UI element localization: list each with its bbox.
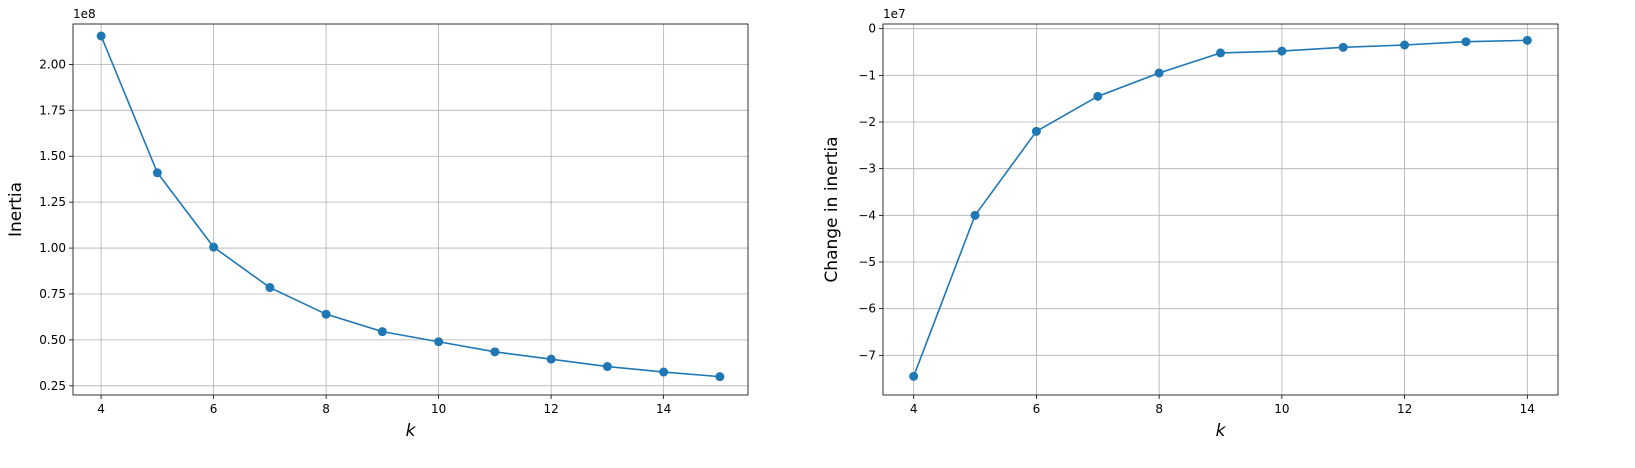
- y-tick-label: −4: [858, 208, 876, 222]
- inertia-chart: 4 6 8 10 12 14 0.25 0.50 0.75 1.00 1.25 1.50 1.75 2.0…: [6, 7, 749, 441]
- y-tick-label: 0.50: [39, 333, 66, 347]
- y-tick-label: 0.75: [39, 287, 66, 301]
- x-tick-label: 14: [1520, 402, 1535, 416]
- data-point: [209, 242, 219, 252]
- data-point: [490, 347, 500, 357]
- x-tick-label: 6: [210, 402, 218, 416]
- x-axis-label: k: [1216, 421, 1227, 441]
- x-tick-label: 4: [910, 402, 918, 416]
- data-point: [970, 210, 980, 220]
- x-tick-label: 12: [1397, 402, 1412, 416]
- data-point: [1277, 46, 1287, 56]
- data-point: [715, 372, 725, 382]
- change-in-inertia-chart: 4 6 8 10 12 14 −7 −6 −5 −4 −3 −2 −1 0 1e7 k Change in in…: [822, 7, 1559, 441]
- series-line: [912, 39, 1528, 377]
- data-point: [321, 309, 331, 319]
- data-point: [152, 168, 162, 178]
- series-line: [100, 35, 720, 378]
- x-axis-label: k: [406, 421, 417, 441]
- y-axis-label: Change in inertia: [822, 136, 842, 282]
- y-tick-label: 2.00: [39, 57, 66, 71]
- x-tick-label: 8: [1155, 402, 1163, 416]
- y-offset-label: 1e8: [73, 7, 96, 21]
- x-tick-label: 12: [543, 402, 558, 416]
- data-point: [602, 362, 612, 372]
- data-point: [546, 354, 556, 364]
- data-point: [1093, 91, 1103, 101]
- data-point: [1154, 68, 1164, 78]
- data-point: [1216, 48, 1225, 58]
- y-tick-label: −7: [858, 348, 876, 362]
- y-tick-label: −6: [858, 302, 876, 316]
- x-tick-label: 10: [431, 402, 446, 416]
- x-tick-label: 6: [1033, 402, 1041, 416]
- data-point: [265, 283, 275, 293]
- data-point: [434, 337, 444, 347]
- data-point: [659, 367, 669, 377]
- y-tick-label: −2: [858, 115, 876, 129]
- plot-frame: [882, 23, 1559, 396]
- y-axis-label: Inertia: [6, 182, 26, 237]
- data-point: [1031, 126, 1041, 136]
- x-tick-label: 8: [322, 402, 330, 416]
- data-point: [1461, 37, 1471, 47]
- x-tick-label: 14: [656, 402, 671, 416]
- data-point: [1338, 42, 1348, 52]
- plot-frame: [72, 23, 749, 396]
- y-tick-label: 1.50: [39, 149, 66, 163]
- y-tick-label: 0: [868, 22, 876, 36]
- data-point: [377, 327, 387, 337]
- y-tick-label: −5: [858, 255, 876, 269]
- data-point: [96, 31, 106, 41]
- y-tick-label: 1.25: [39, 195, 66, 209]
- y-tick-label: −1: [858, 68, 876, 82]
- x-tick-label: 4: [97, 402, 105, 416]
- data-point: [1522, 35, 1532, 45]
- y-tick-label: −3: [858, 162, 876, 176]
- y-tick-label: 1.00: [39, 241, 66, 255]
- x-tick-label: 10: [1274, 402, 1289, 416]
- data-point: [909, 371, 919, 381]
- y-tick-label: 1.75: [39, 103, 66, 117]
- y-tick-label: 0.25: [39, 379, 66, 393]
- data-point: [1400, 40, 1410, 50]
- y-offset-label: 1e7: [883, 7, 906, 21]
